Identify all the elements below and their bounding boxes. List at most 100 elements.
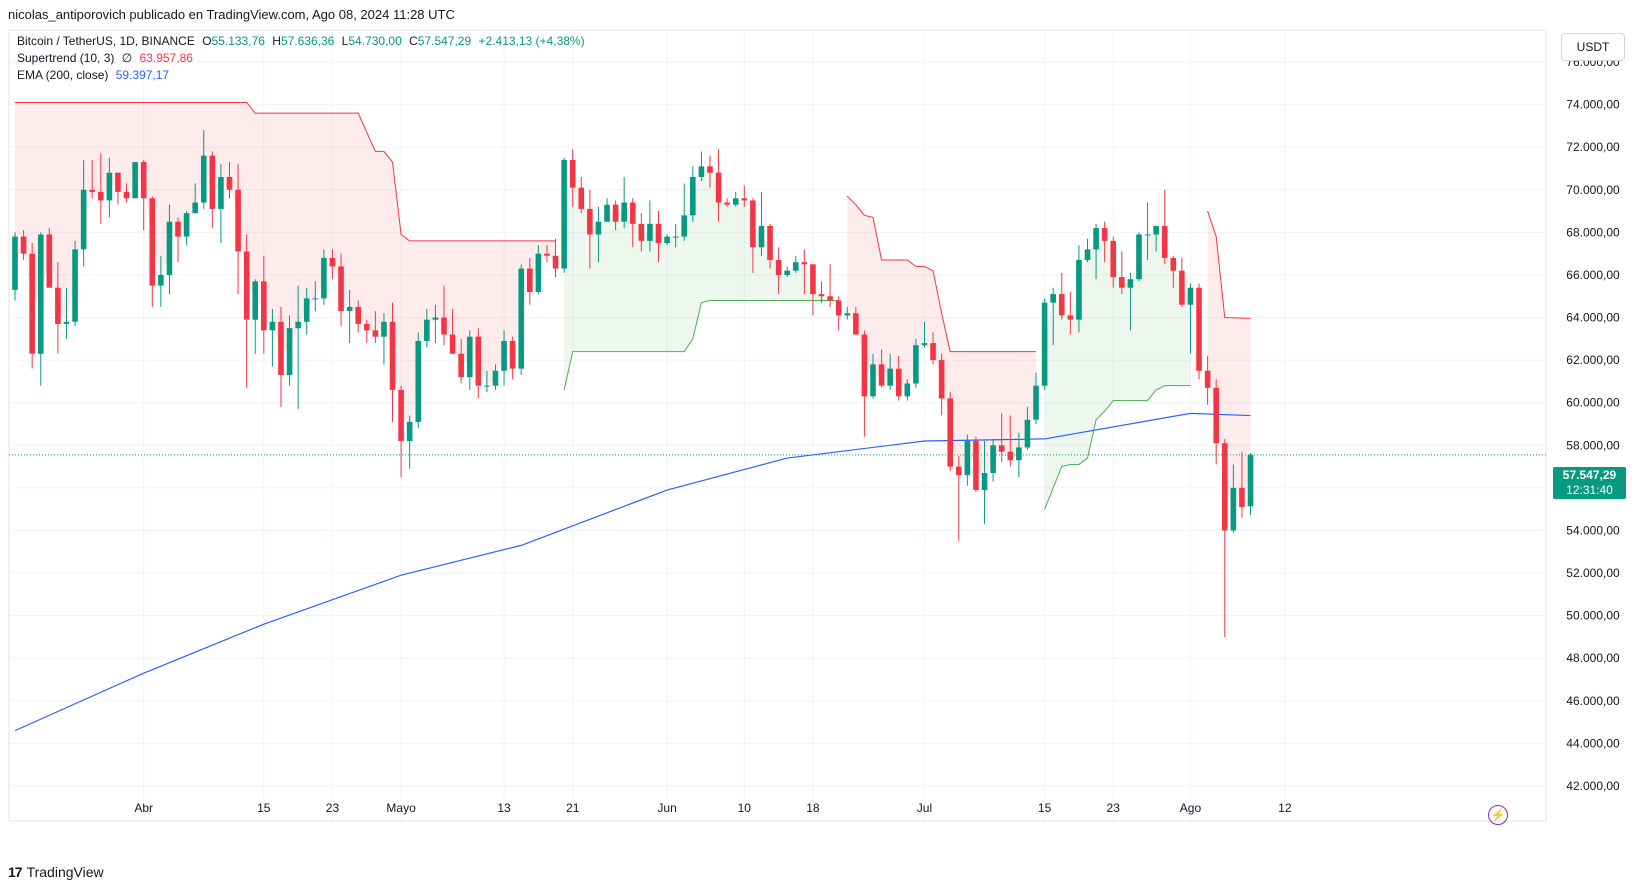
candle-body bbox=[1084, 249, 1091, 261]
last-price-tag: 57.547,29 12:31:40 bbox=[1553, 467, 1626, 499]
tradingview-brand[interactable]: 17 TradingView bbox=[8, 864, 104, 880]
flash-icon[interactable]: ⚡ bbox=[1488, 805, 1508, 825]
candle-body bbox=[158, 274, 164, 286]
candle-body bbox=[527, 268, 533, 292]
candle-body bbox=[930, 343, 936, 361]
candle-body bbox=[612, 204, 619, 222]
candle-body bbox=[12, 236, 18, 290]
candle-body bbox=[921, 343, 928, 346]
candle-body bbox=[1136, 234, 1142, 280]
candle-body bbox=[346, 306, 353, 312]
ema-200-line bbox=[14, 412, 1251, 732]
candle-body bbox=[1093, 228, 1099, 250]
candle-body bbox=[37, 234, 44, 354]
y-tick-label: 54.000,00 bbox=[1566, 523, 1620, 537]
x-tick-label: 12 bbox=[1278, 801, 1292, 815]
candle-body bbox=[664, 236, 670, 243]
legend-symbol-row[interactable]: Bitcoin / TetherUS, 1D, BINANCE O55.133,… bbox=[17, 33, 585, 50]
candle-body bbox=[175, 221, 181, 237]
y-tick-label: 58.000,00 bbox=[1566, 438, 1620, 452]
candle-body bbox=[1041, 302, 1048, 386]
candle-body bbox=[218, 176, 224, 209]
candle-body bbox=[844, 313, 851, 316]
x-tick-label: 13 bbox=[497, 801, 511, 815]
candle-body bbox=[1213, 387, 1219, 444]
candle-body bbox=[492, 370, 499, 386]
candle-body bbox=[587, 208, 593, 235]
y-tick-label: 74.000,00 bbox=[1566, 98, 1620, 112]
legend-close-value: 57.547,29 bbox=[417, 34, 472, 48]
candle-body bbox=[878, 364, 885, 386]
candle-body bbox=[1204, 370, 1211, 388]
candle-body bbox=[475, 336, 482, 386]
legend-supertrend-label: Supertrend (10, 3) bbox=[17, 51, 115, 65]
legend-supertrend-value: 63.957,86 bbox=[139, 51, 193, 65]
x-tick-label: 15 bbox=[257, 801, 271, 815]
candle-body bbox=[441, 317, 447, 335]
candle-body bbox=[578, 187, 585, 209]
y-tick-label: 44.000,00 bbox=[1566, 736, 1620, 750]
candle-body bbox=[964, 441, 971, 476]
supertrend-line bbox=[15, 101, 556, 242]
candle-body bbox=[321, 257, 327, 299]
x-tick-label: 21 bbox=[566, 801, 580, 815]
candle-body bbox=[690, 176, 696, 216]
candle-body bbox=[561, 159, 567, 269]
candle-body bbox=[569, 159, 576, 188]
supertrend-line bbox=[846, 195, 1037, 353]
candle-body bbox=[449, 334, 456, 354]
candle-body bbox=[29, 253, 35, 354]
candle-body bbox=[458, 353, 464, 378]
y-tick-label: 64.000,00 bbox=[1566, 311, 1620, 325]
candle-body bbox=[80, 189, 87, 250]
candle-body bbox=[938, 360, 945, 399]
candle-body bbox=[415, 340, 422, 422]
candle-body bbox=[303, 298, 310, 322]
candle-body bbox=[535, 253, 542, 292]
candle-body bbox=[338, 266, 344, 312]
legend-low-value: 54.730,00 bbox=[348, 34, 402, 48]
candle-body bbox=[990, 445, 996, 473]
candle-body bbox=[312, 298, 319, 300]
y-tick-label: 42.000,00 bbox=[1566, 779, 1620, 793]
candle-body bbox=[140, 162, 147, 199]
candle-body bbox=[72, 249, 78, 322]
candle-body bbox=[389, 321, 396, 390]
candle-body bbox=[913, 345, 919, 384]
candle-body bbox=[1033, 385, 1039, 420]
candle-body bbox=[278, 321, 284, 376]
candle-body bbox=[544, 253, 550, 256]
plot-frame bbox=[8, 29, 1547, 822]
candle-body bbox=[1187, 287, 1194, 305]
candle-body bbox=[329, 257, 336, 267]
candle-body bbox=[1007, 451, 1014, 461]
legend-change: +2.413,13 (+4,38%) bbox=[478, 34, 585, 48]
legend-open-label: O bbox=[202, 34, 212, 48]
candle-body bbox=[509, 340, 516, 369]
candle-body bbox=[355, 306, 361, 324]
y-tick-label: 48.000,00 bbox=[1566, 651, 1620, 665]
candle-body bbox=[801, 262, 808, 265]
candle-body bbox=[243, 251, 250, 320]
x-tick-label: Jul bbox=[917, 801, 932, 815]
candle-body bbox=[1101, 228, 1108, 241]
legend-high-value: 57.636,36 bbox=[280, 34, 335, 48]
candle-body bbox=[1144, 234, 1151, 236]
candle-body bbox=[647, 223, 653, 241]
candle-body bbox=[835, 300, 842, 316]
x-tick-label: Ago bbox=[1180, 801, 1202, 815]
y-tick-label: 60.000,00 bbox=[1566, 396, 1620, 410]
published-line: nicolas_antiporovich publicado en Tradin… bbox=[8, 7, 455, 22]
currency-button[interactable]: USDT bbox=[1561, 33, 1625, 61]
candle-body bbox=[398, 389, 404, 442]
candle-body bbox=[63, 321, 70, 324]
x-tick-label: 18 bbox=[806, 801, 820, 815]
candle-body bbox=[226, 176, 233, 190]
candle-body bbox=[853, 313, 859, 335]
candle-body bbox=[501, 340, 507, 371]
legend-ema-row[interactable]: EMA (200, close) 59.397,17 bbox=[17, 67, 585, 84]
candle-body bbox=[123, 191, 130, 199]
legend-supertrend-row[interactable]: Supertrend (10, 3) ∅ 63.957,86 bbox=[17, 50, 585, 67]
last-price-value: 57.547,29 bbox=[1562, 468, 1617, 482]
